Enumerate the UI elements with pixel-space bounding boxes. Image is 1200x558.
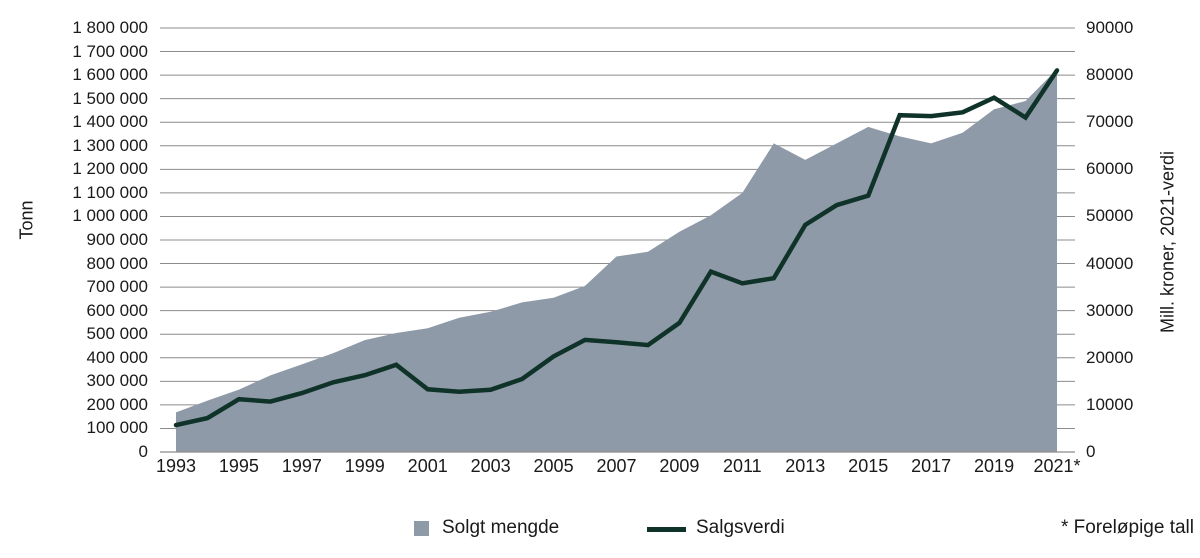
y-axis-right-tick-label: 30000	[1086, 300, 1134, 320]
y-axis-left-tick-label: 500 000	[86, 324, 148, 344]
y-axis-left-tick-label: 200 000	[86, 394, 148, 414]
y-axis-right-tick-label: 10000	[1086, 394, 1134, 414]
legend-label-solgt-mengde: Solgt mengde	[442, 517, 560, 538]
y-axis-left-tick-label: 0	[138, 442, 148, 461]
y-axis-left-tick-label: 1 800 000	[72, 18, 148, 37]
y-axis-right-title: Mill. kroner, 2021-verdi	[1157, 150, 1178, 334]
y-axis-left-tick-label: 800 000	[86, 253, 148, 273]
x-axis-tick-label: 2009	[659, 456, 700, 476]
x-axis-tick-label: 1995	[218, 456, 259, 476]
y-axis-left-title: Tonn	[16, 200, 37, 240]
y-axis-left-tick-label: 1 200 000	[72, 159, 148, 179]
area-solgt-mengde	[176, 69, 1057, 452]
y-axis-left-tick-label: 100 000	[86, 418, 148, 438]
legend-label-salgsverdi: Salgsverdi	[696, 517, 785, 538]
footnote: * Foreløpige tall	[1060, 517, 1194, 538]
y-axis-left-tick-label: 1 500 000	[72, 88, 148, 108]
line-salgsverdi	[173, 68, 1060, 428]
y-axis-left-tick-label: 1 100 000	[72, 182, 148, 202]
y-axis-right-tick-label: 70000	[1086, 112, 1134, 132]
x-axis-tick-label: 2015	[848, 456, 889, 476]
y-axis-left-tick-label: 400 000	[86, 347, 148, 367]
y-axis-right-tick-label: 60000	[1086, 159, 1134, 179]
x-axis-tick-label: 2019	[974, 456, 1015, 476]
y-axis-right-tick-label: 40000	[1086, 253, 1134, 273]
legend-swatch-salgsverdi	[647, 527, 686, 532]
x-axis-tick-label: 1997	[281, 456, 322, 476]
y-axis-right-tick-label: 50000	[1086, 206, 1134, 226]
x-axis-tick-label: 2001	[407, 456, 448, 476]
y-axis-left-tick-label: 1 000 000	[72, 206, 148, 226]
x-axis-tick-label: 2003	[470, 456, 511, 476]
x-axis-tick-label: 2021*	[1033, 456, 1081, 476]
y-axis-left-tick-label: 700 000	[86, 277, 148, 297]
y-axis-right-tick-label: 0	[1086, 442, 1096, 461]
x-axis-tick-label: 2017	[911, 456, 952, 476]
y-axis-left-tick-label: 1 400 000	[72, 112, 148, 132]
x-axis-tick-label: 2007	[596, 456, 637, 476]
y-axis-left-tick-label: 1 300 000	[72, 135, 148, 155]
y-axis-left-tick-label: 1 700 000	[72, 41, 148, 61]
legend-swatch-solgt-mengde	[414, 521, 429, 536]
y-axis-right-tick-label: 80000	[1086, 65, 1134, 85]
x-axis-tick-label: 2011	[722, 456, 762, 476]
x-axis-tick-label: 1999	[344, 456, 385, 476]
y-axis-right-tick-label: 20000	[1086, 347, 1134, 367]
y-axis-left-tick-label: 1 600 000	[72, 65, 148, 85]
x-axis-tick-label: 2005	[533, 456, 574, 476]
x-axis-tick-label: 2013	[785, 456, 826, 476]
y-axis-right-tick-label: 90000	[1086, 18, 1134, 37]
y-axis-left-tick-label: 300 000	[86, 371, 148, 391]
y-axis-left-tick-label: 600 000	[86, 300, 148, 320]
x-axis-tick-label: 1993	[155, 456, 197, 476]
y-axis-left-tick-label: 900 000	[86, 230, 148, 249]
